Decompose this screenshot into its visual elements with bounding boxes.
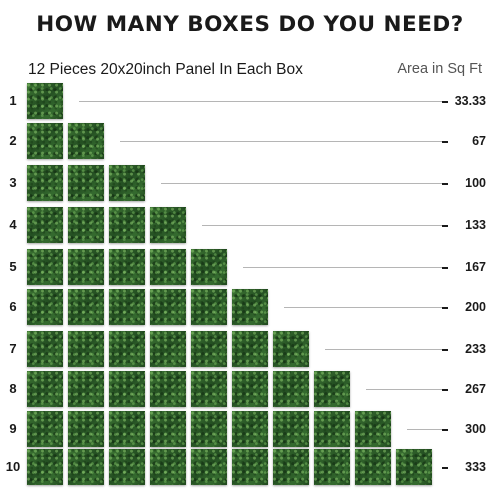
guide-line bbox=[325, 349, 444, 350]
grass-panel-icon bbox=[68, 371, 104, 407]
grass-panel-icon bbox=[191, 411, 227, 447]
guide-line-end bbox=[442, 348, 448, 351]
area-value: 333 bbox=[465, 460, 486, 474]
grass-panel-icon bbox=[355, 411, 391, 447]
box-count-label: 3 bbox=[9, 175, 17, 190]
grass-panel-icon bbox=[150, 331, 186, 367]
grass-panel-icon bbox=[232, 289, 268, 325]
grass-panel-icon bbox=[27, 411, 63, 447]
box-count-label: 8 bbox=[9, 381, 17, 396]
grass-panel-icon bbox=[355, 449, 391, 485]
grass-panel-icon bbox=[273, 411, 309, 447]
grass-panel-icon bbox=[109, 449, 145, 485]
box-count-label: 9 bbox=[9, 421, 17, 436]
area-value: 133 bbox=[465, 218, 486, 232]
grass-panel-icon bbox=[191, 249, 227, 285]
grass-panel-icon bbox=[150, 449, 186, 485]
guide-line-end bbox=[442, 266, 448, 269]
area-value: 67 bbox=[472, 134, 486, 148]
grass-panel-icon bbox=[150, 411, 186, 447]
grass-panel-icon bbox=[27, 449, 63, 485]
grass-panel-icon bbox=[109, 289, 145, 325]
box-count-label: 5 bbox=[9, 259, 17, 274]
box-count-label: 4 bbox=[9, 217, 17, 232]
grass-panel-icon bbox=[109, 331, 145, 367]
grass-panel-icon bbox=[273, 371, 309, 407]
area-value: 100 bbox=[465, 176, 486, 190]
area-value: 167 bbox=[465, 260, 486, 274]
grass-panel-icon bbox=[191, 331, 227, 367]
grass-panel-icon bbox=[273, 331, 309, 367]
area-value: 200 bbox=[465, 300, 486, 314]
guide-line-end bbox=[442, 100, 448, 103]
guide-line bbox=[161, 183, 444, 184]
area-column-label: Area in Sq Ft bbox=[397, 61, 482, 77]
grass-panel-icon bbox=[232, 331, 268, 367]
area-value: 300 bbox=[465, 422, 486, 436]
guide-line bbox=[243, 267, 444, 268]
grass-panel-icon bbox=[191, 449, 227, 485]
grass-panel-icon bbox=[68, 123, 104, 159]
grass-panel-icon bbox=[68, 249, 104, 285]
grass-panel-icon bbox=[232, 449, 268, 485]
area-value: 267 bbox=[465, 382, 486, 396]
grass-panel-icon bbox=[27, 83, 63, 119]
grass-panel-icon bbox=[191, 371, 227, 407]
grass-panel-icon bbox=[68, 289, 104, 325]
grass-panel-icon bbox=[314, 371, 350, 407]
grass-panel-icon bbox=[27, 207, 63, 243]
grass-panel-icon bbox=[150, 207, 186, 243]
grass-panel-icon bbox=[232, 371, 268, 407]
grass-panel-icon bbox=[109, 249, 145, 285]
grass-panel-icon bbox=[314, 411, 350, 447]
grass-panel-icon bbox=[109, 371, 145, 407]
area-value: 233 bbox=[465, 342, 486, 356]
grass-panel-icon bbox=[27, 331, 63, 367]
guide-line-end bbox=[442, 428, 448, 431]
grass-panel-icon bbox=[27, 371, 63, 407]
grass-panel-icon bbox=[314, 449, 350, 485]
grass-panel-icon bbox=[68, 207, 104, 243]
page-title: HOW MANY BOXES DO YOU NEED? bbox=[36, 12, 464, 37]
grass-panel-icon bbox=[232, 411, 268, 447]
panels-per-box-label: 12 Pieces 20x20inch Panel In Each Box bbox=[28, 61, 303, 78]
grass-panel-icon bbox=[68, 331, 104, 367]
guide-line bbox=[79, 101, 444, 102]
box-count-label: 6 bbox=[9, 299, 17, 314]
grass-panel-icon bbox=[109, 207, 145, 243]
box-count-label: 7 bbox=[9, 341, 17, 356]
box-count-label: 1 bbox=[9, 93, 17, 108]
grass-panel-icon bbox=[150, 371, 186, 407]
guide-line-end bbox=[442, 224, 448, 227]
grass-panel-icon bbox=[150, 289, 186, 325]
grass-panel-icon bbox=[68, 449, 104, 485]
grass-panel-icon bbox=[109, 411, 145, 447]
guide-line bbox=[120, 141, 444, 142]
guide-line-end bbox=[442, 466, 448, 469]
box-count-label: 10 bbox=[5, 459, 21, 474]
grass-panel-icon bbox=[27, 123, 63, 159]
guide-line bbox=[407, 429, 444, 430]
guide-line-end bbox=[442, 140, 448, 143]
box-count-label: 2 bbox=[9, 133, 17, 148]
grass-panel-icon bbox=[191, 289, 227, 325]
grass-panel-icon bbox=[109, 165, 145, 201]
grass-panel-icon bbox=[68, 165, 104, 201]
grass-panel-icon bbox=[68, 411, 104, 447]
grass-panel-icon bbox=[396, 449, 432, 485]
grass-panel-icon bbox=[27, 249, 63, 285]
grass-panel-icon bbox=[27, 165, 63, 201]
guide-line-end bbox=[442, 182, 448, 185]
guide-line bbox=[202, 225, 444, 226]
grass-panel-icon bbox=[273, 449, 309, 485]
guide-line-end bbox=[442, 388, 448, 391]
grass-panel-icon bbox=[27, 289, 63, 325]
area-value: 33.33 bbox=[454, 94, 486, 108]
grass-panel-icon bbox=[150, 249, 186, 285]
guide-line bbox=[366, 389, 444, 390]
guide-line-end bbox=[442, 306, 448, 309]
guide-line bbox=[284, 307, 444, 308]
